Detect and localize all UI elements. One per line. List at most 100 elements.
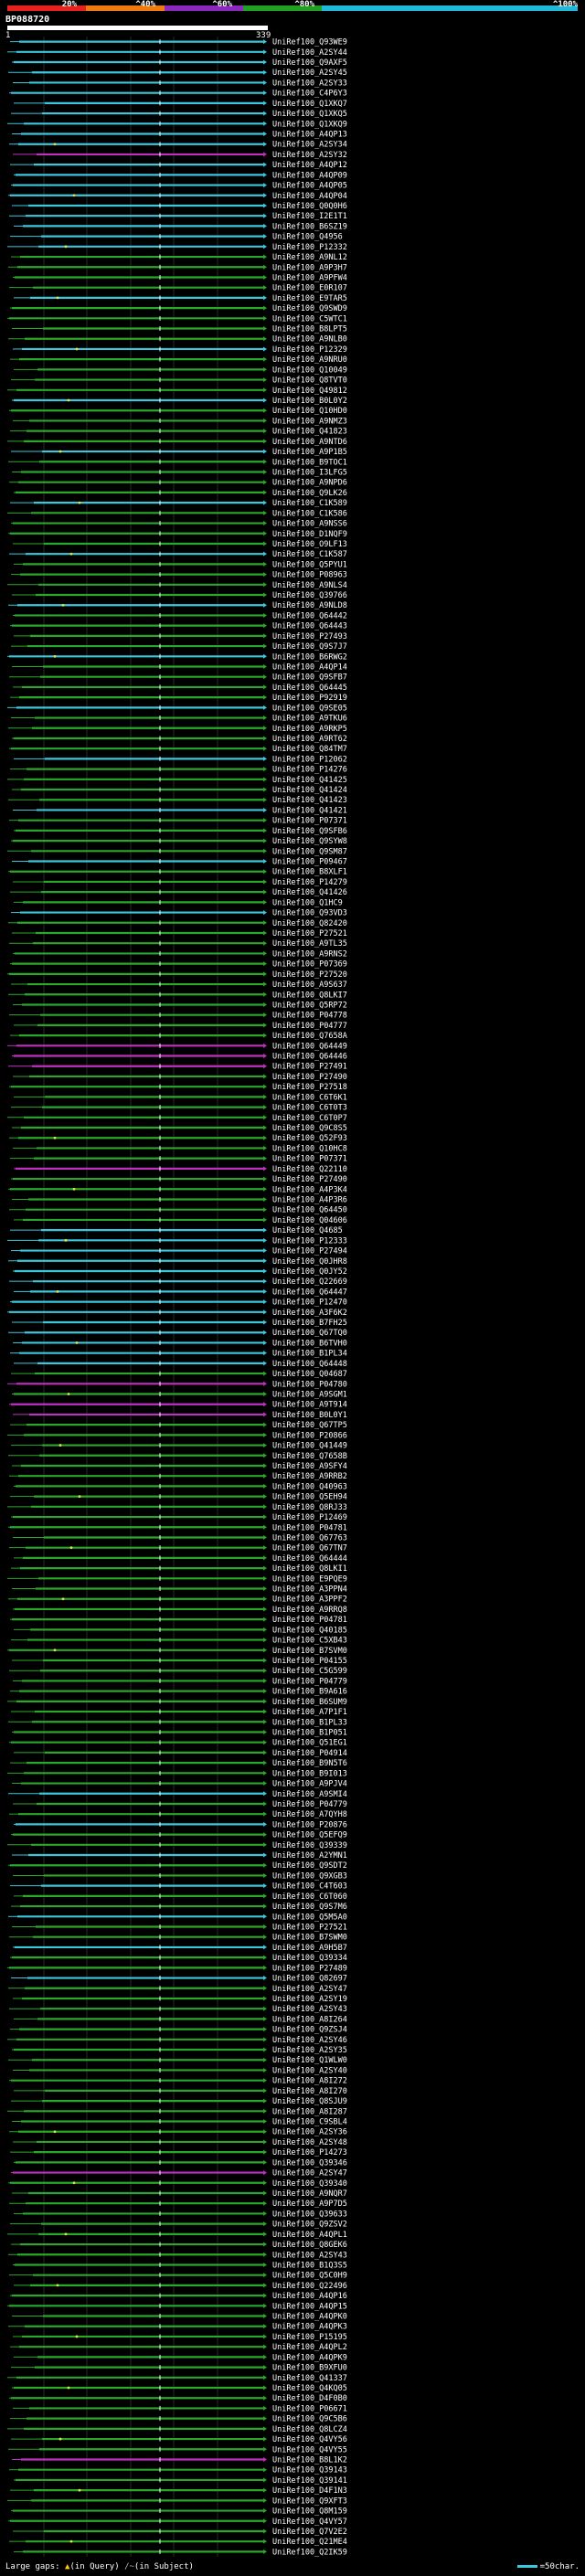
hit-label[interactable]: UniRef100_Q21ME4 [272, 2538, 347, 2547]
hit-label[interactable]: UniRef100_A4QPK3 [272, 2323, 347, 2332]
hit-label[interactable]: UniRef100_Q64444 [272, 1554, 347, 1564]
hit-label[interactable]: UniRef100_A2SY46 [272, 2036, 347, 2045]
hit-label[interactable]: UniRef100_A2SY19 [272, 1995, 347, 2004]
hit-label[interactable]: UniRef100_B7SWM0 [272, 1934, 347, 1943]
hit-label[interactable]: UniRef100_P07369 [272, 960, 347, 970]
hit-label[interactable]: UniRef100_B7SVM0 [272, 1647, 347, 1656]
hit-label[interactable]: UniRef100_Q41823 [272, 428, 347, 437]
hit-label[interactable]: UniRef100_Q9SFB6 [272, 827, 347, 836]
hit-label[interactable]: UniRef100_Q5EFQ9 [272, 1831, 347, 1840]
hit-label[interactable]: UniRef100_Q9S7M6 [272, 1903, 347, 1912]
hit-label[interactable]: UniRef100_D4F0B0 [272, 2394, 347, 2403]
hit-label[interactable]: UniRef100_D4F1N3 [272, 2486, 347, 2496]
hit-label[interactable]: UniRef100_B8L1K2 [272, 2455, 347, 2465]
hit-label[interactable]: UniRef100_A4QP05 [272, 182, 347, 191]
hit-label[interactable]: UniRef100_P12062 [272, 755, 347, 764]
hit-label[interactable]: UniRef100_A4QPK0 [272, 2313, 347, 2322]
hit-label[interactable]: UniRef100_Q10049 [272, 366, 347, 375]
hit-label[interactable]: UniRef100_P12329 [272, 345, 347, 355]
hit-label[interactable]: UniRef100_A4QPK9 [272, 2353, 347, 2362]
hit-label[interactable]: UniRef100_Q67TP5 [272, 1421, 347, 1430]
hit-label[interactable]: UniRef100_P12332 [272, 243, 347, 252]
hit-label[interactable]: UniRef100_Q64447 [272, 1288, 347, 1297]
hit-label[interactable]: UniRef100_A9P1B5 [272, 448, 347, 457]
hit-label[interactable]: UniRef100_A9RKP5 [272, 725, 347, 734]
hit-label[interactable]: UniRef100_Q5C0H9 [272, 2272, 347, 2281]
hit-label[interactable]: UniRef100_A3F6K2 [272, 1309, 347, 1318]
hit-label[interactable]: UniRef100_P07371 [272, 1155, 347, 1164]
hit-label[interactable]: UniRef100_P12470 [272, 1299, 347, 1308]
hit-label[interactable]: UniRef100_A4P3R6 [272, 1195, 347, 1204]
hit-label[interactable]: UniRef100_E0R107 [272, 284, 347, 293]
hit-label[interactable]: UniRef100_B9XFU0 [272, 2364, 347, 2373]
hit-label[interactable]: UniRef100_Q0JHR8 [272, 1257, 347, 1267]
hit-label[interactable]: UniRef100_Q8RJ33 [272, 1503, 347, 1512]
hit-label[interactable]: UniRef100_A2SY45 [272, 69, 347, 78]
hit-label[interactable]: UniRef100_C5XB43 [272, 1637, 347, 1646]
hit-label[interactable]: UniRef100_A3PPF2 [272, 1595, 347, 1605]
hit-label[interactable]: UniRef100_Q41426 [272, 888, 347, 897]
hit-label[interactable]: UniRef100_P04914 [272, 1749, 347, 1758]
hit-label[interactable]: UniRef100_P08963 [272, 571, 347, 580]
hit-label[interactable]: UniRef100_A9NLB0 [272, 335, 347, 345]
hit-label[interactable]: UniRef100_A8I272 [272, 2077, 347, 2086]
hit-label[interactable]: UniRef100_Q04606 [272, 1216, 347, 1225]
hit-label[interactable]: UniRef100_P27520 [272, 970, 347, 980]
hit-label[interactable]: UniRef100_Q41423 [272, 796, 347, 805]
hit-label[interactable]: UniRef100_C5G599 [272, 1667, 347, 1676]
hit-label[interactable]: UniRef100_A9NTD6 [272, 438, 347, 447]
hit-label[interactable]: UniRef100_Q9ZSV2 [272, 2221, 347, 2230]
hit-label[interactable]: UniRef100_A2SY32 [272, 151, 347, 160]
hit-label[interactable]: UniRef100_P07371 [272, 817, 347, 826]
hit-label[interactable]: UniRef100_Q51EG1 [272, 1739, 347, 1748]
hit-label[interactable]: UniRef100_C6T6K1 [272, 1093, 347, 1102]
hit-label[interactable]: UniRef100_Q41421 [272, 806, 347, 815]
hit-label[interactable]: UniRef100_Q5PYU1 [272, 560, 347, 569]
hit-label[interactable]: UniRef100_Q10HD0 [272, 407, 347, 416]
hit-label[interactable]: UniRef100_B8XLF1 [272, 868, 347, 877]
hit-label[interactable]: UniRef100_Q39633 [272, 2210, 347, 2219]
hit-label[interactable]: UniRef100_A9P7D5 [272, 2200, 347, 2209]
hit-label[interactable]: UniRef100_Q5M5A0 [272, 1913, 347, 1922]
hit-label[interactable]: UniRef100_Q9ZSJ4 [272, 2026, 347, 2035]
hit-label[interactable]: UniRef100_P04778 [272, 1012, 347, 1021]
hit-label[interactable]: UniRef100_P15195 [272, 2333, 347, 2342]
hit-label[interactable]: UniRef100_C4T603 [272, 1882, 347, 1892]
hit-label[interactable]: UniRef100_A3PPN4 [272, 1585, 347, 1595]
hit-label[interactable]: UniRef100_Q4685 [272, 1226, 343, 1235]
hit-label[interactable]: UniRef100_B1P051 [272, 1728, 347, 1737]
hit-label[interactable]: UniRef100_A8I287 [272, 2107, 347, 2116]
hit-label[interactable]: UniRef100_B8LPT5 [272, 325, 347, 334]
hit-label[interactable]: UniRef100_Q7658A [272, 1032, 347, 1041]
hit-label[interactable]: UniRef100_A8I264 [272, 2015, 347, 2024]
hit-label[interactable]: UniRef100_B9I013 [272, 1769, 347, 1778]
hit-label[interactable]: UniRef100_P92919 [272, 694, 347, 703]
hit-label[interactable]: UniRef100_A9P3H7 [272, 263, 347, 272]
hit-label[interactable]: UniRef100_Q8LCZ4 [272, 2425, 347, 2434]
hit-label[interactable]: UniRef100_Q1XKQ7 [272, 100, 347, 109]
hit-label[interactable]: UniRef100_A2SY47 [272, 1985, 347, 1994]
hit-label[interactable]: UniRef100_Q4VY56 [272, 2435, 347, 2444]
hit-label[interactable]: UniRef100_Q0JY52 [272, 1267, 347, 1277]
hit-label[interactable]: UniRef100_Q9AXF5 [272, 58, 347, 68]
hit-label[interactable]: UniRef100_Q5RP72 [272, 1001, 347, 1010]
hit-label[interactable]: UniRef100_A9NLS4 [272, 581, 347, 590]
hit-label[interactable]: UniRef100_Q22110 [272, 1165, 347, 1174]
hit-label[interactable]: UniRef100_Q39141 [272, 2476, 347, 2486]
hit-label[interactable]: UniRef100_A4QP13 [272, 131, 347, 140]
hit-label[interactable]: UniRef100_Q9SWD9 [272, 304, 347, 313]
hit-label[interactable]: UniRef100_Q93WE9 [272, 38, 347, 48]
hit-label[interactable]: UniRef100_Q49812 [272, 387, 347, 396]
hit-label[interactable]: UniRef100_Q39766 [272, 591, 347, 600]
hit-label[interactable]: UniRef100_D1NQF9 [272, 530, 347, 539]
hit-label[interactable]: UniRef100_A9S637 [272, 981, 347, 990]
hit-label[interactable]: UniRef100_Q4KQ05 [272, 2384, 347, 2393]
hit-label[interactable]: UniRef100_P27521 [272, 929, 347, 938]
hit-label[interactable]: UniRef100_P27518 [272, 1083, 347, 1092]
hit-label[interactable]: UniRef100_E9TAR5 [272, 294, 347, 303]
hit-label[interactable]: UniRef100_Q93VD3 [272, 909, 347, 918]
hit-label[interactable]: UniRef100_Q22496 [272, 2282, 347, 2291]
hit-label[interactable]: UniRef100_A2SY35 [272, 2046, 347, 2055]
hit-label[interactable]: UniRef100_Q41449 [272, 1442, 347, 1451]
hit-label[interactable]: UniRef100_Q64443 [272, 622, 347, 631]
